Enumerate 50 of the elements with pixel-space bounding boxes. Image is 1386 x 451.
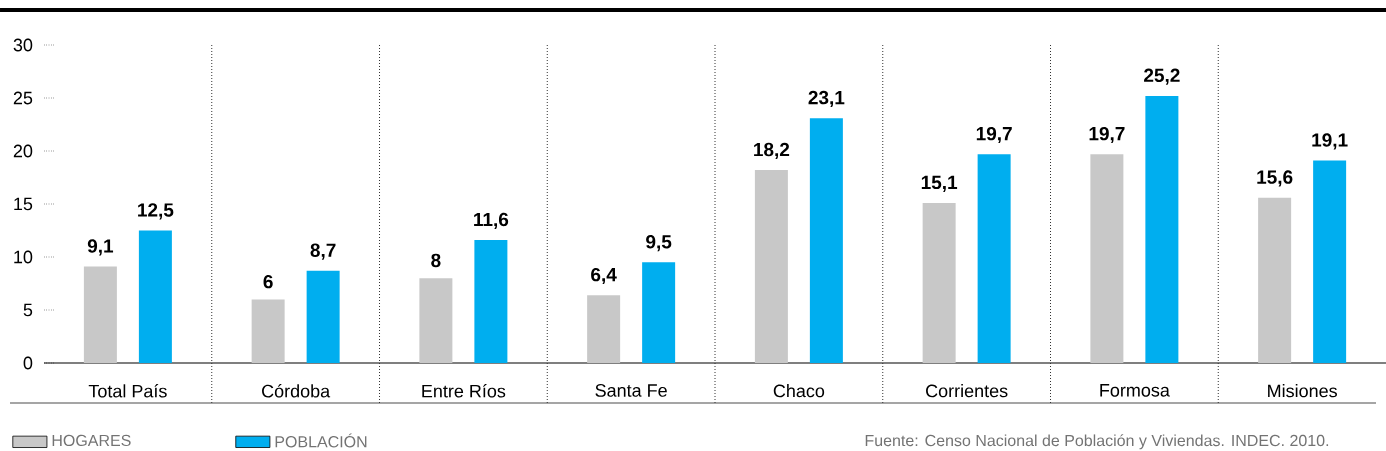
data-label: 18,2 xyxy=(754,142,790,160)
bar xyxy=(977,154,1011,363)
bar xyxy=(474,240,508,363)
data-label: 8,7 xyxy=(310,243,336,260)
bar xyxy=(306,270,340,363)
bar xyxy=(922,202,956,363)
data-label: 19,1 xyxy=(1312,133,1348,150)
data-label: 11,6 xyxy=(474,212,509,229)
bar xyxy=(1258,197,1292,363)
bar xyxy=(1313,160,1347,363)
data-label: 15,6 xyxy=(1257,170,1293,187)
x-tick-label: Córdoba xyxy=(262,384,331,398)
bar xyxy=(754,170,788,363)
x-tick-label: Santa Fe xyxy=(595,384,667,397)
data-label: 19,7 xyxy=(1089,126,1125,144)
data-label: 19,7 xyxy=(976,126,1012,144)
x-tick-label: Total País xyxy=(88,384,167,398)
bar xyxy=(1090,154,1124,363)
bar xyxy=(809,118,843,363)
legend-label: POBLACIÓN xyxy=(275,433,367,448)
data-label: 6 xyxy=(263,274,273,289)
x-tick-label: Entre Ríos xyxy=(422,384,506,398)
data-label: 23,1 xyxy=(808,90,845,108)
y-tick-label: 15 xyxy=(14,197,33,211)
legend-label: HOGARES xyxy=(52,434,131,447)
data-label: 15,1 xyxy=(921,175,958,192)
bar xyxy=(251,299,285,363)
bar xyxy=(138,230,172,363)
y-tick-label: 10 xyxy=(14,250,33,264)
data-label: 6,4 xyxy=(591,267,617,285)
x-tick-label: Chaco xyxy=(773,384,825,398)
x-tick-label: Formosa xyxy=(1100,384,1170,397)
y-tick-label: 25 xyxy=(13,91,33,105)
bar xyxy=(83,266,117,363)
x-tick-label: Corrientes xyxy=(926,384,1008,398)
source-note: Fuente: Censo Nacional de Población y Viviendas. INDEC. 2010. xyxy=(865,434,1329,450)
x-tick-label: Misiones xyxy=(1268,384,1337,398)
data-label: 25,2 xyxy=(1144,68,1180,85)
y-tick-label: 30 xyxy=(13,38,33,52)
data-label: 9,1 xyxy=(87,239,114,256)
y-tick-label: 0 xyxy=(23,356,33,370)
bar xyxy=(1145,95,1179,363)
y-tick-label: 20 xyxy=(13,144,33,158)
y-tick-label: 5 xyxy=(23,303,33,317)
data-label: 12,5 xyxy=(138,203,174,220)
bar xyxy=(642,262,676,363)
data-label: 8 xyxy=(431,253,441,268)
data-label: 9,5 xyxy=(646,235,672,252)
bar xyxy=(587,295,621,363)
bar xyxy=(419,278,453,363)
